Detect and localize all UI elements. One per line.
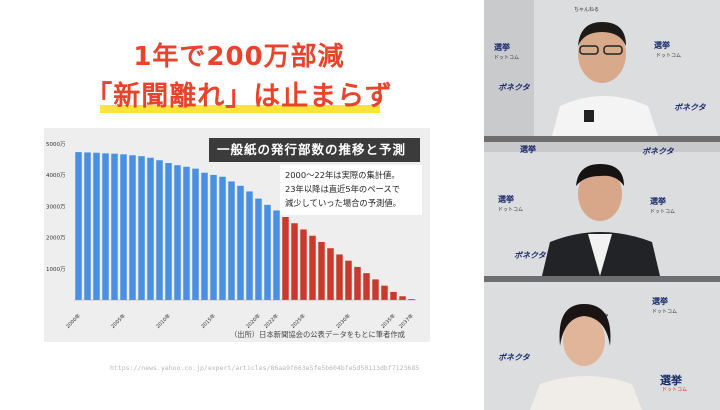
bar bbox=[336, 254, 343, 300]
bar bbox=[228, 181, 235, 300]
logo-text: 選挙 bbox=[494, 43, 510, 52]
x-tick-label: 2000年 bbox=[64, 312, 81, 329]
y-tick-label: 2000万 bbox=[46, 235, 66, 242]
logo-sub: ドットコム bbox=[494, 55, 520, 61]
bar bbox=[102, 153, 109, 300]
watermark-logo-sub: ドットコム bbox=[662, 387, 688, 393]
bar bbox=[399, 296, 406, 300]
bar bbox=[309, 235, 316, 300]
bar bbox=[84, 152, 91, 300]
bar bbox=[318, 241, 325, 300]
chart-note: 2000～22年は実際の集計値。 23年以降は直近5年のペースで 減少していった… bbox=[280, 165, 422, 215]
bar bbox=[165, 163, 172, 300]
bar bbox=[219, 176, 226, 300]
bar bbox=[282, 217, 289, 300]
sponsor-logo: ボネクタ bbox=[498, 353, 530, 362]
x-tick-label: 2020年 bbox=[244, 312, 261, 329]
speaker-2-figure bbox=[542, 164, 660, 276]
chart-source: （出所）日本新聞協会の公表データをもとに筆者作成 bbox=[230, 330, 405, 339]
chart-title: 一般紙の発行部数の推移と予測 bbox=[209, 138, 420, 162]
x-tick-label: 2022年 bbox=[262, 312, 279, 329]
channel-logo: 選挙 bbox=[520, 145, 536, 154]
bar bbox=[345, 260, 352, 300]
y-tick-label: 3000万 bbox=[46, 203, 66, 210]
bar bbox=[138, 156, 145, 300]
x-tick-label: 2025年 bbox=[289, 312, 306, 329]
watermark-logo-text: 選挙 bbox=[660, 374, 682, 387]
bar bbox=[390, 291, 397, 300]
bar bbox=[408, 299, 415, 300]
bar bbox=[381, 285, 388, 300]
article-url: https://news.yahoo.co.jp/expert/articles… bbox=[110, 364, 420, 372]
chart-note-line: 23年以降は直近5年のペースで bbox=[285, 184, 400, 194]
bar bbox=[354, 266, 361, 300]
bar bbox=[255, 198, 262, 300]
chart-note-line: 減少していった場合の予測値。 bbox=[285, 198, 401, 208]
y-tick-label: 5000万 bbox=[46, 141, 66, 148]
channel-logo: 選挙 bbox=[494, 42, 510, 53]
y-tick-label: 1000万 bbox=[46, 266, 66, 273]
watermark-logo: 選挙 bbox=[660, 372, 682, 388]
logo-sub: ドットコム bbox=[498, 207, 524, 213]
y-tick-label: 4000万 bbox=[46, 172, 66, 179]
bar bbox=[183, 166, 190, 300]
slide-title-line2: 「新聞離れ」は止まらず bbox=[85, 81, 393, 112]
speaker-3-figure bbox=[530, 304, 642, 410]
x-tick-label: 2010年 bbox=[154, 312, 171, 329]
sponsor-logo: ボネクタ bbox=[514, 251, 546, 260]
bar bbox=[300, 229, 307, 300]
channel-logo: 選挙 bbox=[650, 197, 666, 206]
logo-sub: ドットコム bbox=[652, 309, 678, 315]
presentation-slide: 1年で200万部減 「新聞離れ」は止まらず 5000万 4000万 3000万 200… bbox=[44, 42, 430, 372]
x-tick-label: 2037年 bbox=[397, 312, 414, 329]
x-tick-label: 2035年 bbox=[379, 312, 396, 329]
logo-sub: ドットコム bbox=[650, 209, 676, 215]
bar-chart: 5000万 4000万 3000万 2000万 1000万 2000年 2005年 2010年… bbox=[46, 141, 416, 330]
x-tick-label: 2030年 bbox=[334, 312, 351, 329]
bar bbox=[75, 152, 82, 300]
channel-logo: 選挙 bbox=[652, 297, 668, 306]
bar bbox=[111, 153, 118, 300]
channel-logo: 選挙 bbox=[654, 41, 670, 50]
slide-title-line1: 1年で200万部減 bbox=[133, 42, 345, 72]
video-panel-speaker-3[interactable]: 選挙 ドットコム ボネクタ ボネクタ 選挙 ドットコム bbox=[484, 282, 720, 410]
sponsor-logo: ボネクタ bbox=[498, 83, 530, 92]
bar bbox=[156, 160, 163, 300]
chart-note-line: 2000～22年は実際の集計値。 bbox=[285, 170, 400, 180]
sponsor-logo: ボネクタ bbox=[674, 103, 706, 112]
bar bbox=[327, 248, 334, 300]
bar bbox=[174, 165, 181, 300]
title-highlight bbox=[100, 105, 380, 113]
bar bbox=[120, 154, 127, 300]
logo-sub: ドットコム bbox=[656, 53, 682, 59]
x-tick-label: 2005年 bbox=[109, 312, 126, 329]
bar bbox=[363, 273, 370, 300]
bar bbox=[264, 204, 271, 300]
bar bbox=[201, 172, 208, 300]
video-panels: 選挙 ドットコム 選挙 ドットコム ちゃんねる ボネクタ ボネクタ 選挙 ボネク… bbox=[484, 0, 720, 410]
bar bbox=[372, 279, 379, 300]
sponsor-logo: ボネクタ bbox=[642, 147, 674, 156]
channel-logo: 選挙 bbox=[498, 195, 514, 204]
speaker-1-figure bbox=[552, 22, 658, 136]
video-panel-speaker-2[interactable]: 選挙 ボネクタ 選挙 ドットコム 選挙 ドットコム ボネクタ bbox=[484, 142, 720, 276]
x-tick-label: 2015年 bbox=[199, 312, 216, 329]
bar bbox=[93, 152, 100, 300]
bar bbox=[237, 185, 244, 300]
chart-area: 5000万 4000万 3000万 2000万 1000万 2000年 2005年 2010年… bbox=[44, 128, 430, 342]
bar bbox=[147, 157, 154, 300]
bar bbox=[129, 155, 136, 300]
bar bbox=[210, 174, 217, 300]
bar bbox=[291, 223, 298, 300]
bar bbox=[246, 191, 253, 300]
bar bbox=[273, 210, 280, 300]
channel-name: ちゃんねる bbox=[574, 7, 600, 13]
video-panel-speaker-1[interactable]: 選挙 ドットコム 選挙 ドットコム ちゃんねる ボネクタ ボネクタ bbox=[484, 0, 720, 136]
bar bbox=[192, 168, 199, 300]
